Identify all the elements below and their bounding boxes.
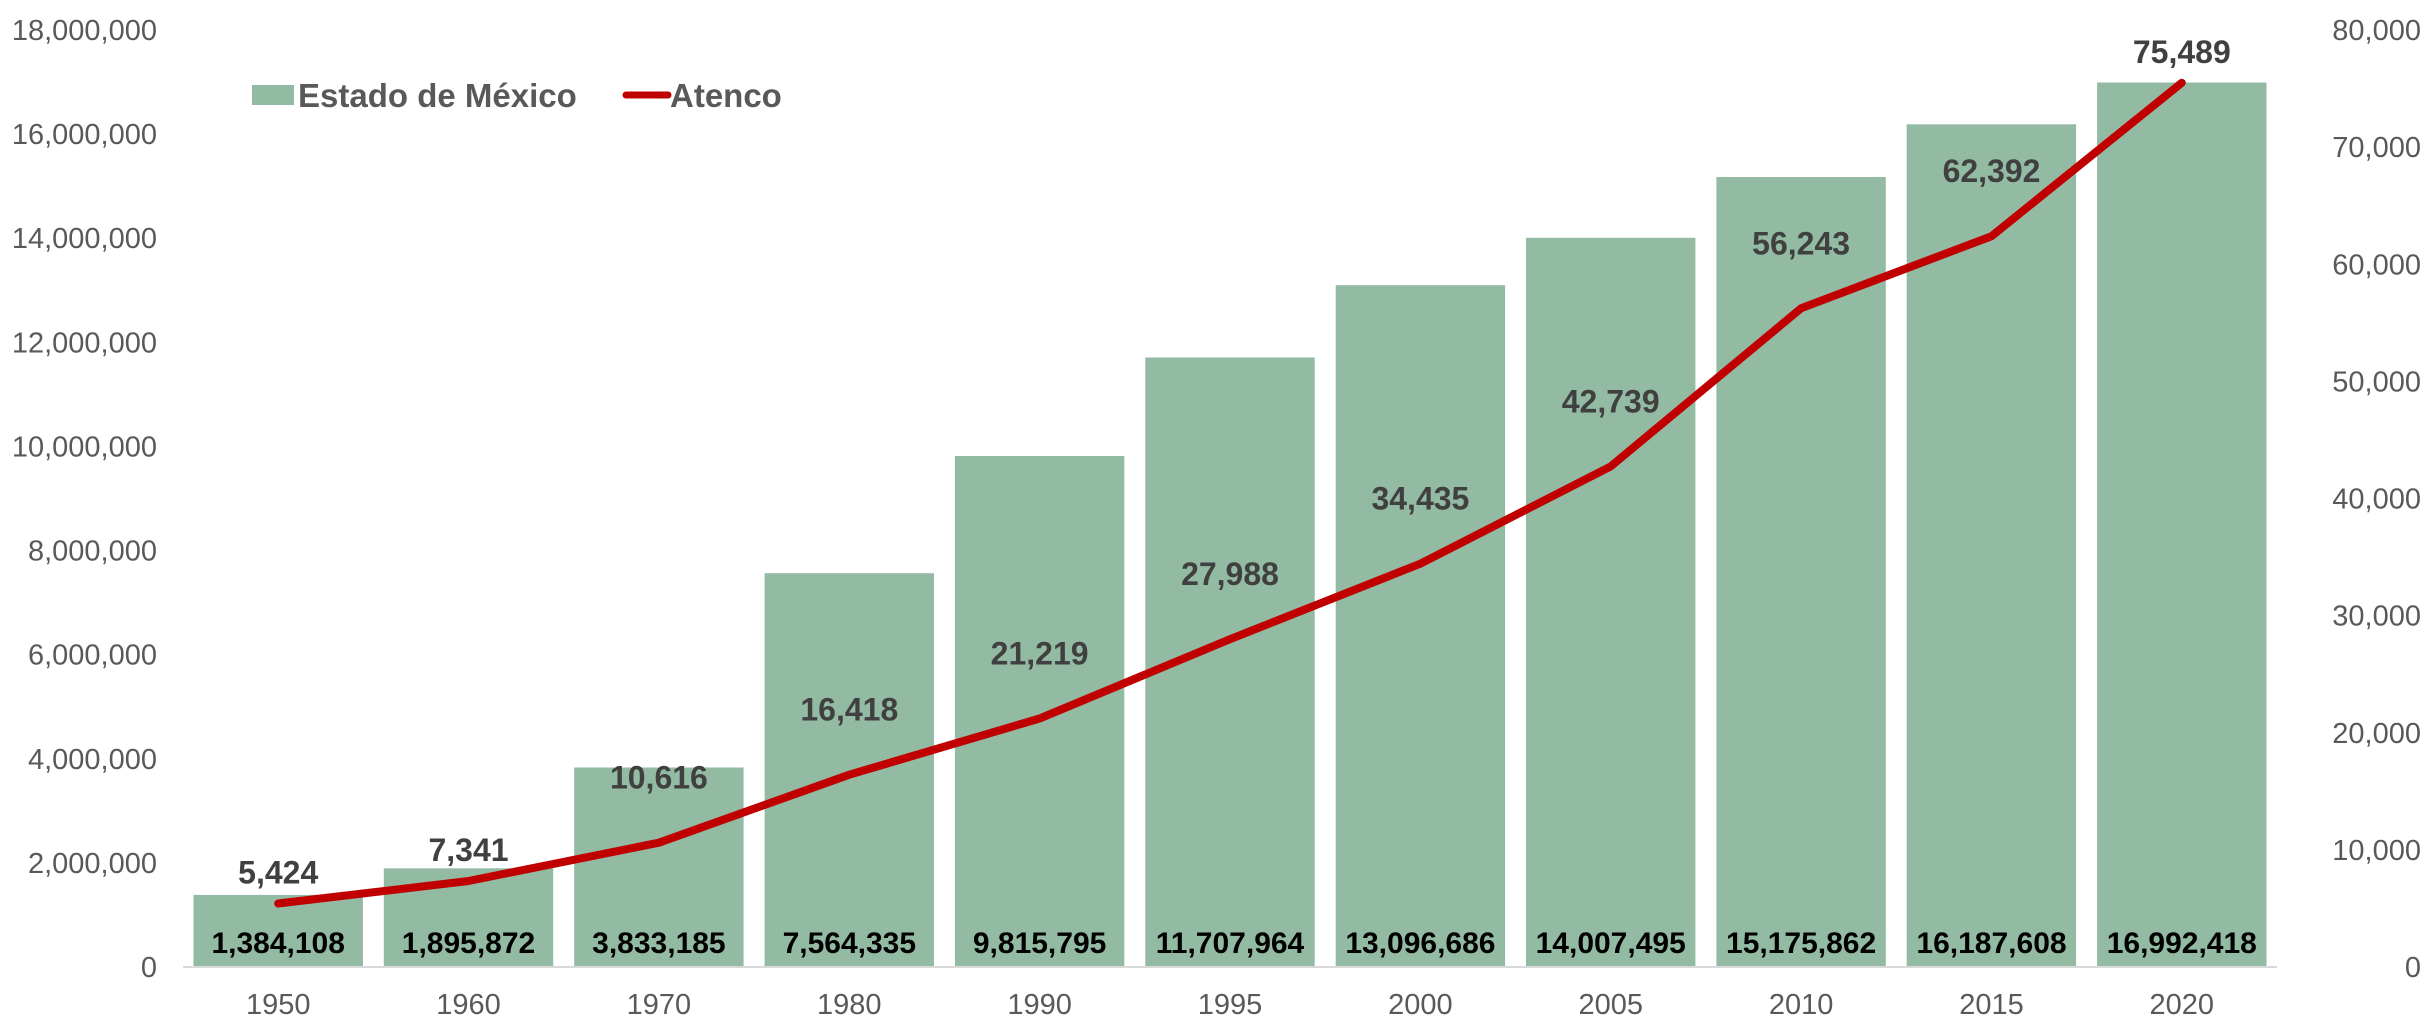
bar-value-label-1980: 7,564,335 — [783, 927, 916, 960]
line-series-atenco — [274, 78, 2186, 908]
x-tick-label-1950: 1950 — [246, 989, 311, 1021]
left-tick-label-1: 2,000,000 — [28, 848, 157, 880]
left-tick-label-0: 0 — [141, 952, 157, 984]
bar-value-label-2015: 16,187,608 — [1916, 927, 2066, 960]
x-tick-label-1995: 1995 — [1198, 989, 1263, 1021]
bar-value-label-2005: 14,007,495 — [1536, 927, 1686, 960]
x-tick-label-1980: 1980 — [817, 989, 882, 1021]
bar-1990 — [954, 456, 1125, 967]
left-tick-label-7: 14,000,000 — [12, 223, 157, 255]
x-tick-label-2020: 2020 — [2150, 989, 2215, 1021]
left-axis-ticks: 0 2,000,000 4,000,000 6,000,000 8,000,000 10,… — [12, 15, 157, 984]
right-tick-label-6: 60,000 — [2332, 249, 2421, 281]
left-tick-label-9: 18,000,000 — [12, 15, 157, 47]
bar-1970 — [574, 767, 744, 967]
right-tick-label-1: 10,000 — [2332, 835, 2421, 867]
right-tick-label-5: 50,000 — [2332, 366, 2421, 398]
bar-2000 — [1335, 285, 1506, 967]
x-tick-label-2000: 2000 — [1388, 989, 1453, 1021]
right-tick-label-0: 0 — [2405, 952, 2421, 984]
x-tick-label-1970: 1970 — [627, 989, 692, 1021]
line-value-label-1990: 21,219 — [991, 636, 1089, 672]
x-tick-label-2015: 2015 — [1959, 989, 2024, 1021]
line-value-label-1970: 10,616 — [610, 760, 708, 796]
bar-value-label-2010: 15,175,862 — [1726, 927, 1876, 960]
line-value-label-2005: 42,739 — [1562, 383, 1660, 419]
line-value-label-2010: 56,243 — [1752, 225, 1850, 261]
line-value-label-2015: 62,392 — [1943, 153, 2041, 189]
right-tick-label-8: 80,000 — [2332, 15, 2421, 47]
right-tick-label-7: 70,000 — [2332, 132, 2421, 164]
left-tick-label-6: 12,000,000 — [12, 327, 157, 359]
right-tick-label-3: 30,000 — [2332, 601, 2421, 633]
legend: Estado de México Atenco — [252, 77, 782, 114]
legend-swatch-estado-de-mexico — [252, 85, 294, 105]
left-tick-label-5: 10,000,000 — [12, 431, 157, 463]
line-value-label-2000: 34,435 — [1371, 481, 1469, 517]
legend-label-atenco: Atenco — [670, 77, 782, 114]
line-value-label-1980: 16,418 — [800, 692, 898, 728]
bar-value-label-1960: 1,895,872 — [402, 927, 535, 960]
line-value-label-1950: 5,424 — [238, 855, 318, 891]
bar-2010 — [1716, 177, 1886, 967]
bar-value-label-1990: 9,815,795 — [973, 927, 1106, 960]
bar-2020 — [2097, 82, 2267, 967]
left-tick-label-8: 16,000,000 — [12, 119, 157, 151]
bar-value-label-1950: 1,384,108 — [211, 927, 344, 960]
left-tick-label-4: 8,000,000 — [28, 536, 157, 568]
x-tick-label-1990: 1990 — [1007, 989, 1072, 1021]
line-value-label-1995: 27,988 — [1181, 556, 1279, 592]
right-tick-label-2: 20,000 — [2332, 718, 2421, 750]
line-value-label-1960: 7,341 — [428, 832, 508, 868]
bar-value-label-2000: 13,096,686 — [1345, 927, 1495, 960]
line-labels-group: 5,424 7,341 10,616 16,418 21,219 27,988 34,435… — [238, 34, 2231, 891]
right-tick-label-4: 40,000 — [2332, 484, 2421, 516]
bar-series-group — [193, 82, 2267, 968]
x-axis-ticks: 1950 1960 1970 1980 1990 1995 2000 2005 2010 2015… — [246, 989, 2214, 1021]
bar-labels-group: 1,384,108 1,895,872 3,833,185 7,564,335 9,81… — [211, 927, 2256, 960]
x-tick-label-1960: 1960 — [436, 989, 501, 1021]
bar-1980 — [764, 573, 934, 967]
line-value-label-2020: 75,489 — [2133, 34, 2231, 70]
legend-label-estado-de-mexico: Estado de México — [298, 77, 577, 114]
left-tick-label-3: 6,000,000 — [28, 640, 157, 672]
right-axis-ticks: 0 10,000 20,000 30,000 40,000 50,000 60,000 70,… — [2332, 15, 2421, 984]
bar-value-label-1995: 11,707,964 — [1156, 927, 1305, 960]
bar-value-label-1970: 3,833,185 — [592, 927, 725, 960]
x-tick-label-2005: 2005 — [1578, 989, 1643, 1021]
left-tick-label-2: 4,000,000 — [28, 744, 157, 776]
x-tick-label-2010: 2010 — [1769, 989, 1834, 1021]
bar-2005 — [1526, 237, 1696, 968]
bar-value-label-2020: 16,992,418 — [2107, 927, 2257, 960]
bar-2015 — [1906, 124, 2077, 968]
